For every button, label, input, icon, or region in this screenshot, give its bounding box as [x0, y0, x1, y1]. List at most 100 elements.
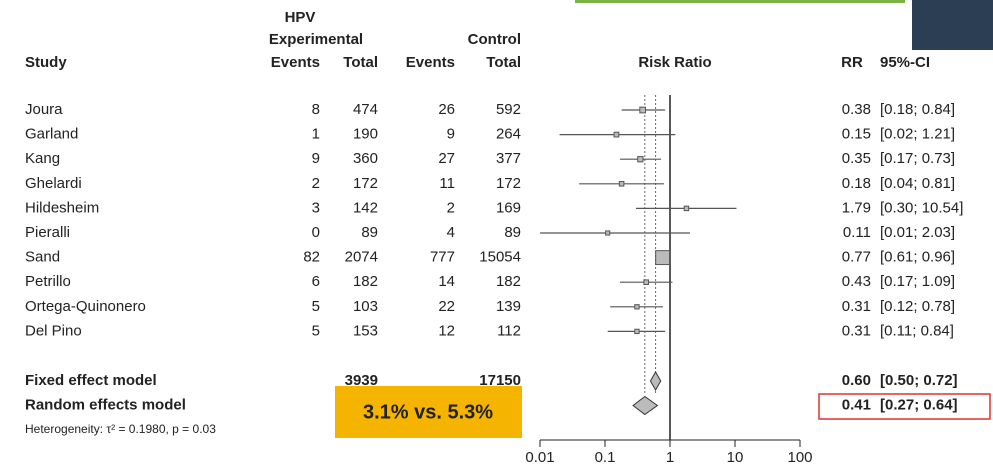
ci-label: [0.27; 0.64] [880, 396, 958, 413]
effect-square [605, 230, 611, 236]
ctl-total: 89 [504, 224, 521, 241]
header: RR [841, 54, 863, 71]
exp-events: 5 [312, 322, 320, 339]
exp-events: 8 [312, 101, 320, 118]
ci-label: [0.12; 0.78] [880, 298, 955, 315]
pooled-diamond [632, 395, 659, 416]
pooled-diamond [649, 370, 662, 392]
ctl-events: 14 [438, 273, 455, 290]
rr-value: 0.11 [843, 224, 871, 241]
study-name: Ortega-Quinonero [25, 298, 146, 315]
rr-value: 0.35 [842, 150, 871, 167]
study-name: Petrillo [25, 273, 71, 290]
exp-events: 5 [312, 298, 320, 315]
effect-square [634, 328, 640, 335]
ctl-total: 172 [496, 175, 521, 192]
rr-value: 0.31 [842, 322, 871, 339]
ctl-total: 139 [496, 298, 521, 315]
ctl-total: 17150 [479, 372, 521, 389]
rr-value: 0.77 [842, 249, 871, 266]
effect-square [613, 131, 620, 138]
ci-label: [0.17; 1.09] [880, 273, 955, 290]
highlight-box [335, 386, 522, 438]
exp-events: 6 [312, 273, 320, 290]
x-tick-label: 100 [787, 449, 812, 466]
ci-label: [0.30; 10.54] [880, 199, 963, 216]
study-name: Joura [25, 101, 63, 118]
exp-total: 89 [361, 224, 378, 241]
highlight-frame [818, 393, 991, 420]
header: Events [406, 54, 455, 71]
header: Risk Ratio [638, 54, 711, 71]
rr-value: 0.38 [842, 101, 871, 118]
ctl-total: 182 [496, 273, 521, 290]
ctl-total: 592 [496, 101, 521, 118]
rr-value: 0.43 [842, 273, 871, 290]
ci-label: [0.18; 0.84] [880, 101, 955, 118]
rr-value: 0.18 [842, 175, 871, 192]
ci-label: [0.50; 0.72] [880, 372, 958, 389]
study-name: Ghelardi [25, 175, 82, 192]
ctl-events: 4 [447, 224, 455, 241]
exp-total: 474 [353, 101, 378, 118]
header: HPV [285, 9, 316, 26]
exp-events: 0 [312, 224, 320, 241]
rr-value: 0.41 [842, 396, 871, 413]
ctl-events: 2 [447, 199, 455, 216]
top-bar [575, 0, 905, 3]
effect-square [634, 304, 640, 310]
heterogeneity: Heterogeneity: τ² = 0.1980, p = 0.03 [25, 422, 216, 436]
ci-label: [0.61; 0.96] [880, 249, 955, 266]
ctl-total: 112 [497, 322, 521, 339]
study-name: Pieralli [25, 224, 70, 241]
x-tick-label: 0.1 [595, 449, 616, 466]
effect-square [643, 279, 649, 285]
effect-square [655, 250, 671, 266]
ctl-events: 22 [438, 298, 455, 315]
exp-total: 2074 [345, 249, 378, 266]
exp-total: 190 [353, 126, 378, 143]
study-name: Kang [25, 150, 60, 167]
header: 95%-CI [880, 54, 930, 71]
exp-events: 82 [303, 249, 320, 266]
header: Study [25, 54, 67, 71]
effect-square [683, 205, 690, 212]
ctl-events: 777 [430, 249, 455, 266]
effect-square [639, 106, 647, 114]
x-tick-label: 10 [727, 449, 744, 466]
ci-label: [0.04; 0.81] [880, 175, 955, 192]
ctl-total: 169 [496, 199, 521, 216]
header: Control [468, 31, 521, 48]
exp-total: 142 [353, 199, 378, 216]
exp-total: 182 [353, 273, 378, 290]
annotation: 3.1% vs. 5.3% [363, 401, 493, 423]
video-thumbnail-overlay [912, 0, 993, 50]
exp-events: 2 [312, 175, 320, 192]
study-name: Fixed effect model [25, 372, 157, 389]
exp-total: 153 [353, 322, 378, 339]
exp-total: 172 [353, 175, 378, 192]
rr-value: 0.60 [842, 372, 871, 389]
ci-label: [0.17; 0.73] [880, 150, 955, 167]
ci-label: [0.01; 2.03] [880, 224, 955, 241]
effect-square [637, 156, 644, 163]
ctl-total: 264 [496, 126, 521, 143]
study-name: Random effects model [25, 396, 186, 413]
ci-label: [0.02; 1.21] [880, 126, 955, 143]
exp-events: 1 [312, 126, 320, 143]
rr-value: 1.79 [842, 199, 871, 216]
header: Total [343, 54, 378, 71]
effect-square [618, 181, 625, 187]
ctl-events: 26 [438, 101, 455, 118]
study-name: Hildesheim [25, 199, 99, 216]
exp-total: 360 [353, 150, 378, 167]
x-tick-label: 1 [666, 449, 674, 466]
exp-total: 3939 [345, 372, 378, 389]
ctl-events: 12 [438, 322, 455, 339]
header: Total [486, 54, 521, 71]
x-tick-label: 0.01 [525, 449, 554, 466]
exp-events: 9 [312, 150, 320, 167]
exp-total: 103 [353, 298, 378, 315]
ctl-total: 377 [496, 150, 521, 167]
